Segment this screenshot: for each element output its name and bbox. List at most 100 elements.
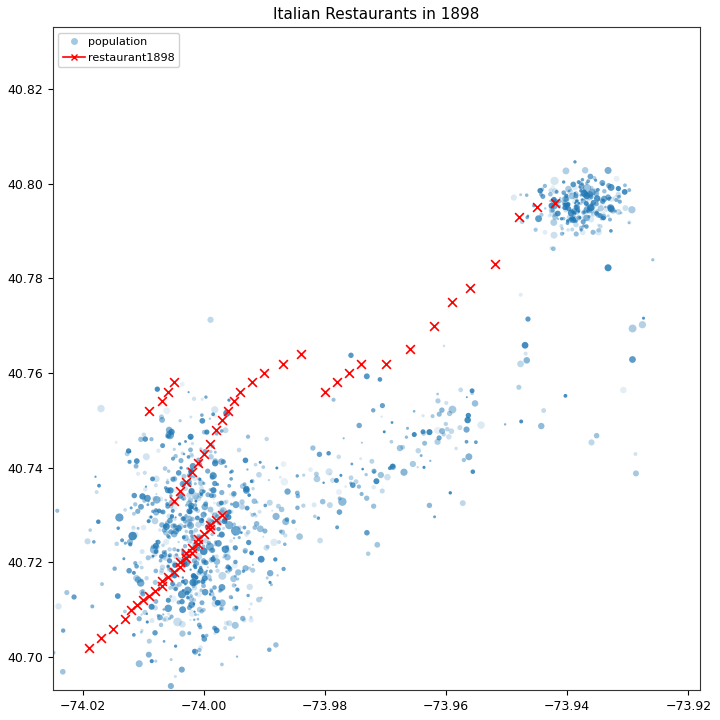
Point xyxy=(110,436,122,448)
Point xyxy=(253,594,265,606)
Point xyxy=(170,498,181,509)
Point xyxy=(185,520,197,531)
Point xyxy=(228,532,240,544)
Point xyxy=(558,187,570,199)
Point xyxy=(188,570,199,581)
Point xyxy=(269,536,280,548)
Point xyxy=(294,531,305,542)
Point xyxy=(228,488,240,500)
Point xyxy=(156,411,167,423)
Point xyxy=(549,197,561,209)
Point xyxy=(591,205,603,217)
Point xyxy=(248,495,260,507)
Point xyxy=(243,490,255,501)
Point xyxy=(200,557,212,569)
Point xyxy=(209,404,220,415)
Point xyxy=(242,464,253,475)
Point xyxy=(182,592,194,603)
Point xyxy=(239,479,251,490)
Point xyxy=(323,448,334,459)
Point xyxy=(428,320,440,331)
Point xyxy=(590,198,602,210)
Point xyxy=(220,549,231,561)
Point xyxy=(199,446,211,457)
Point xyxy=(544,210,555,222)
Point xyxy=(185,526,197,538)
Point xyxy=(589,186,600,197)
Point xyxy=(200,535,212,546)
Point xyxy=(96,578,108,590)
Point xyxy=(161,571,172,582)
Point xyxy=(194,644,205,656)
Point xyxy=(180,532,192,544)
Point xyxy=(354,420,365,431)
Point xyxy=(195,642,207,653)
Point xyxy=(182,463,194,474)
Point xyxy=(559,193,571,204)
Point xyxy=(150,602,161,613)
Point xyxy=(163,424,175,436)
Point xyxy=(397,441,408,453)
Point xyxy=(606,203,617,215)
Point xyxy=(170,451,181,462)
Point xyxy=(185,600,197,611)
Point xyxy=(184,479,195,490)
Point xyxy=(192,538,204,549)
Point xyxy=(581,182,593,194)
Point xyxy=(160,521,171,532)
Point xyxy=(160,545,171,557)
Point xyxy=(201,630,212,642)
Point xyxy=(174,557,186,568)
Point xyxy=(149,515,161,526)
Point xyxy=(199,570,211,581)
Point xyxy=(603,201,615,212)
Point xyxy=(155,555,166,567)
Point xyxy=(145,433,157,445)
Point xyxy=(580,205,592,217)
Point xyxy=(132,523,144,534)
Point xyxy=(207,508,218,519)
Point xyxy=(559,199,570,210)
Point xyxy=(340,481,351,492)
Point xyxy=(259,500,271,511)
Point xyxy=(148,544,160,555)
Point xyxy=(186,451,198,462)
Point xyxy=(566,205,577,217)
Point xyxy=(174,486,186,498)
Point xyxy=(531,202,543,213)
Point xyxy=(250,459,261,470)
Point xyxy=(591,193,603,204)
Point xyxy=(598,212,609,224)
Point xyxy=(224,562,235,574)
Point xyxy=(548,243,559,254)
Point xyxy=(432,395,444,407)
Point xyxy=(204,518,215,530)
Point xyxy=(163,595,174,606)
Point xyxy=(199,572,210,584)
Point xyxy=(194,619,205,631)
Point xyxy=(312,513,324,524)
Point xyxy=(166,500,177,512)
Point xyxy=(266,579,277,590)
Point xyxy=(534,185,546,197)
Point xyxy=(223,480,235,492)
Point xyxy=(228,488,240,500)
Point xyxy=(196,536,207,547)
Point xyxy=(216,582,228,593)
Point xyxy=(461,424,472,436)
Point xyxy=(179,541,191,552)
Point xyxy=(186,593,197,605)
Point xyxy=(112,523,124,534)
Point xyxy=(213,516,225,528)
Point xyxy=(173,597,184,608)
Point xyxy=(272,570,284,581)
Point xyxy=(186,438,198,449)
Point xyxy=(205,446,217,457)
Point xyxy=(214,695,225,706)
Point xyxy=(585,171,596,182)
Point xyxy=(192,552,203,564)
Point xyxy=(571,204,582,216)
Point xyxy=(367,405,379,416)
Point xyxy=(222,541,233,553)
Point xyxy=(578,187,590,199)
